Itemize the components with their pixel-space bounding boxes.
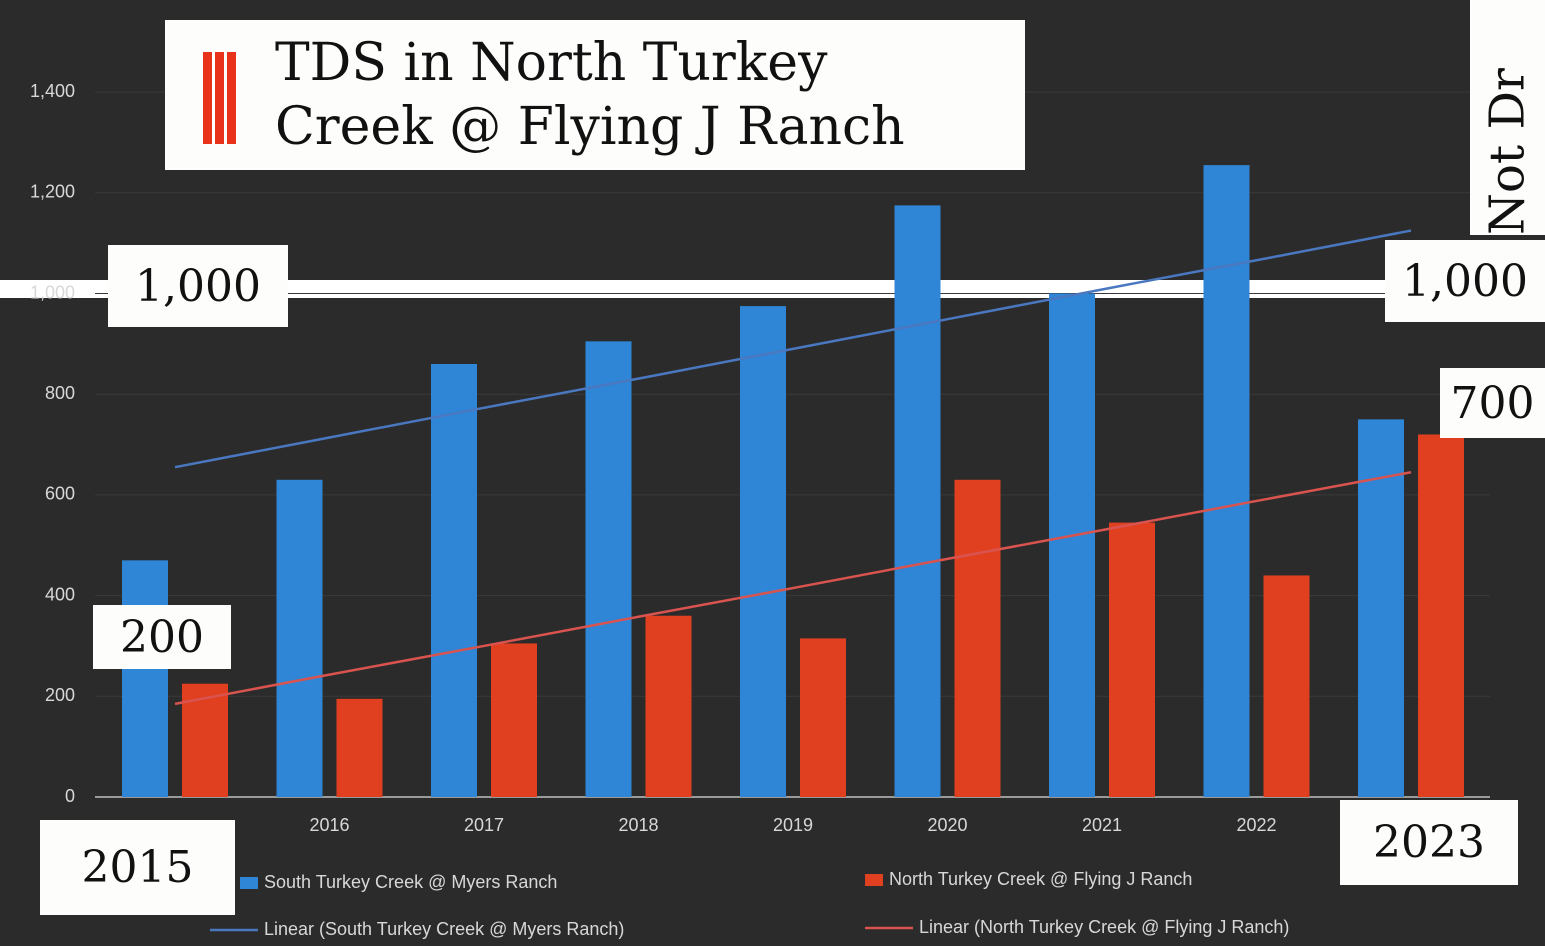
bar bbox=[122, 560, 168, 797]
y-tick-label: 1,400 bbox=[30, 81, 75, 101]
bar bbox=[1109, 522, 1155, 797]
y-tick-label: 1,000 bbox=[30, 282, 75, 302]
annotation-note: 1,000 bbox=[108, 245, 288, 327]
legend-label: Linear (North Turkey Creek @ Flying J Ra… bbox=[919, 917, 1289, 937]
annotation-note: 700 bbox=[1440, 368, 1545, 438]
bar bbox=[740, 306, 786, 797]
y-tick-label: 400 bbox=[45, 584, 75, 604]
year-note: 2015 bbox=[40, 820, 235, 915]
bar bbox=[1203, 165, 1250, 798]
legend-swatch bbox=[240, 877, 258, 889]
y-tick-label: 1,200 bbox=[30, 182, 75, 202]
trend-line bbox=[174, 471, 1412, 706]
legend-swatch bbox=[865, 874, 883, 886]
annotation-note: Not Dr bbox=[1470, 0, 1545, 235]
annotation-note: 1,000 bbox=[1385, 240, 1545, 322]
bar bbox=[954, 479, 1001, 797]
bar bbox=[182, 683, 228, 797]
y-tick-label: 600 bbox=[45, 484, 75, 504]
trend-line bbox=[174, 229, 1412, 469]
bar bbox=[585, 341, 632, 797]
x-tick-label: 2019 bbox=[773, 815, 813, 835]
year-note: 2023 bbox=[1340, 800, 1518, 885]
red-swatch bbox=[203, 52, 237, 144]
title-note: TDS in North Turkey Creek @ Flying J Ran… bbox=[165, 20, 1025, 170]
bar bbox=[1263, 575, 1310, 797]
legend-label: Linear (South Turkey Creek @ Myers Ranch… bbox=[264, 919, 624, 939]
bar bbox=[1418, 434, 1464, 797]
x-tick-label: 2016 bbox=[309, 815, 349, 835]
x-tick-label: 2021 bbox=[1082, 815, 1122, 835]
bar bbox=[431, 363, 477, 797]
y-tick-label: 800 bbox=[45, 383, 75, 403]
bar bbox=[336, 698, 383, 797]
bar bbox=[491, 643, 537, 797]
annotation-note: 200 bbox=[93, 605, 231, 669]
legend-label: South Turkey Creek @ Myers Ranch bbox=[264, 872, 557, 892]
bar bbox=[645, 615, 692, 797]
bar bbox=[1049, 293, 1095, 797]
x-tick-label: 2018 bbox=[618, 815, 658, 835]
chart-title: TDS in North Turkey Creek @ Flying J Ran… bbox=[275, 33, 905, 157]
bar bbox=[894, 205, 941, 797]
bar bbox=[1358, 419, 1404, 797]
y-tick-label: 200 bbox=[45, 685, 75, 705]
bar bbox=[276, 479, 323, 797]
x-tick-label: 2017 bbox=[464, 815, 504, 835]
x-tick-label: 2022 bbox=[1236, 815, 1276, 835]
y-tick-label: 0 bbox=[65, 786, 75, 806]
legend-label: North Turkey Creek @ Flying J Ranch bbox=[889, 869, 1192, 889]
bar bbox=[800, 638, 846, 797]
x-tick-label: 2020 bbox=[927, 815, 967, 835]
